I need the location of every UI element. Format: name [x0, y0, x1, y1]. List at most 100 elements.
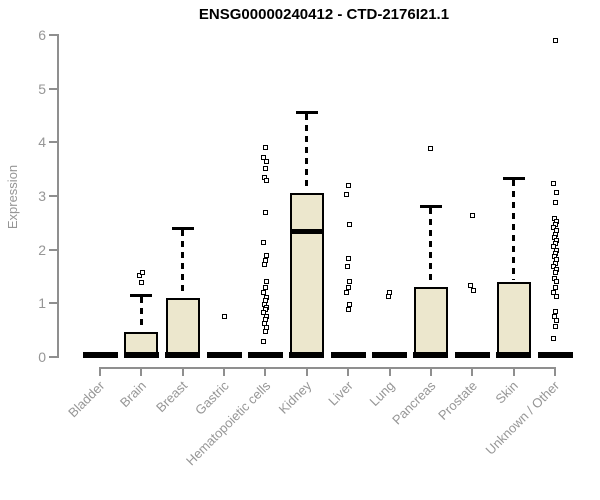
- outlier-point-hematopoietic-cells: [264, 158, 270, 164]
- outlier-point-liver: [345, 284, 351, 290]
- whisker-line-breast: [181, 230, 185, 296]
- whisker-cap-kidney: [295, 110, 318, 114]
- whisker-line-skin: [512, 180, 516, 280]
- outlier-point-hematopoietic-cells: [263, 178, 269, 184]
- x-axis-label: Liver: [325, 378, 356, 409]
- outlier-point-brain: [137, 272, 143, 278]
- whisker-cap-breast: [171, 227, 194, 231]
- x-axis-tick: [429, 367, 432, 376]
- y-axis-tick: [49, 141, 57, 144]
- zero-bar-unknown-other: [537, 352, 573, 358]
- whisker-cap-pancreas: [419, 205, 442, 209]
- y-axis-tick-label: 1: [38, 295, 46, 312]
- y-axis-tick: [49, 248, 57, 251]
- zero-bar-bladder: [82, 352, 118, 358]
- outlier-point-unknown-other: [551, 244, 556, 250]
- x-axis-label: Brain: [116, 378, 149, 411]
- outlier-point-unknown-other: [552, 200, 558, 206]
- zero-bar-pancreas: [413, 352, 449, 358]
- x-axis-label: Breast: [153, 378, 191, 416]
- outlier-point-hematopoietic-cells: [263, 279, 269, 285]
- x-axis-tick: [347, 367, 350, 376]
- y-axis-tick-label: 5: [38, 80, 46, 97]
- box-breast: [165, 297, 200, 356]
- outlier-point-unknown-other: [553, 279, 559, 285]
- zero-bar-gastric: [206, 352, 242, 358]
- outlier-point-hematopoietic-cells: [262, 144, 268, 150]
- outlier-point-unknown-other: [552, 37, 558, 43]
- x-axis-label: Gastric: [191, 378, 232, 418]
- outlier-point-hematopoietic-cells: [262, 165, 268, 171]
- outlier-point-unknown-other: [552, 309, 558, 315]
- zero-bar-lung: [372, 352, 408, 358]
- whisker-line-pancreas: [429, 208, 433, 286]
- outlier-point-liver: [344, 289, 350, 295]
- zero-bar-prostate: [454, 352, 490, 358]
- outlier-point-brain: [140, 269, 146, 275]
- outlier-point-lung: [387, 289, 393, 295]
- outlier-point-liver: [345, 182, 351, 188]
- outlier-point-hematopoietic-cells: [262, 329, 268, 335]
- whisker-cap-brain: [130, 294, 153, 298]
- y-axis-tick-label: 2: [38, 241, 46, 258]
- outlier-point-liver: [344, 192, 350, 198]
- box-skin: [496, 281, 531, 356]
- zero-bar-brain: [123, 352, 159, 358]
- outlier-point-hematopoietic-cells: [261, 339, 267, 345]
- y-axis-tick: [49, 87, 57, 90]
- outlier-point-unknown-other: [551, 225, 556, 231]
- x-axis-line: [99, 367, 556, 369]
- outlier-point-hematopoietic-cells: [262, 209, 268, 215]
- x-axis-tick: [554, 367, 556, 376]
- outlier-point-hematopoietic-cells: [262, 284, 268, 290]
- zero-bar-kidney: [289, 352, 325, 358]
- x-axis-tick: [264, 367, 267, 376]
- y-axis-tick: [49, 195, 57, 197]
- x-axis-tick: [388, 367, 391, 376]
- x-axis-label: Prostate: [435, 378, 480, 423]
- outlier-point-unknown-other: [552, 270, 558, 276]
- outlier-point-hematopoietic-cells: [264, 252, 270, 258]
- zero-bar-breast: [165, 352, 201, 358]
- outlier-point-liver: [347, 222, 353, 228]
- box-pancreas: [413, 287, 448, 356]
- y-axis-tick-label: 4: [38, 134, 46, 151]
- y-axis-line: [57, 34, 59, 358]
- outlier-point-hematopoietic-cells: [261, 239, 267, 245]
- outlier-point-unknown-other: [552, 324, 558, 330]
- outlier-point-liver: [347, 302, 353, 308]
- outlier-point-lung: [385, 294, 391, 300]
- outlier-point-unknown-other: [551, 263, 556, 269]
- outlier-point-hematopoietic-cells: [261, 154, 267, 160]
- y-axis-tick: [49, 356, 57, 358]
- outlier-point-unknown-other: [554, 190, 559, 196]
- x-axis-label: Pancreas: [389, 378, 439, 428]
- outlier-point-gastric: [221, 314, 227, 320]
- x-axis-label: Unknown / Other: [483, 378, 563, 458]
- chart-title: ENSG00000240412 - CTD-2176I21.1: [198, 6, 450, 23]
- x-axis-tick: [512, 367, 515, 376]
- whisker-line-kidney: [305, 113, 309, 192]
- x-axis-tick: [140, 367, 143, 376]
- x-axis-tick: [305, 367, 308, 376]
- outlier-point-prostate: [468, 282, 474, 288]
- y-axis-tick-label: 6: [38, 27, 46, 43]
- outlier-point-liver: [345, 255, 351, 261]
- outlier-point-prostate: [471, 287, 477, 293]
- outlier-point-liver: [345, 307, 351, 313]
- y-axis-tick-label: 0: [38, 349, 46, 365]
- x-axis-tick: [99, 367, 101, 376]
- x-axis-label: Bladder: [65, 378, 108, 421]
- zero-bar-liver: [330, 352, 366, 358]
- outlier-point-unknown-other: [554, 294, 559, 300]
- zero-bar-skin: [496, 352, 532, 358]
- outlier-point-unknown-other: [551, 289, 556, 295]
- x-axis-tick: [471, 367, 474, 376]
- y-axis-tick: [49, 302, 57, 305]
- x-axis-label: Lung: [366, 378, 398, 410]
- box-kidney: [289, 193, 324, 356]
- outlier-point-brain: [138, 280, 144, 286]
- x-axis-tick: [223, 367, 226, 376]
